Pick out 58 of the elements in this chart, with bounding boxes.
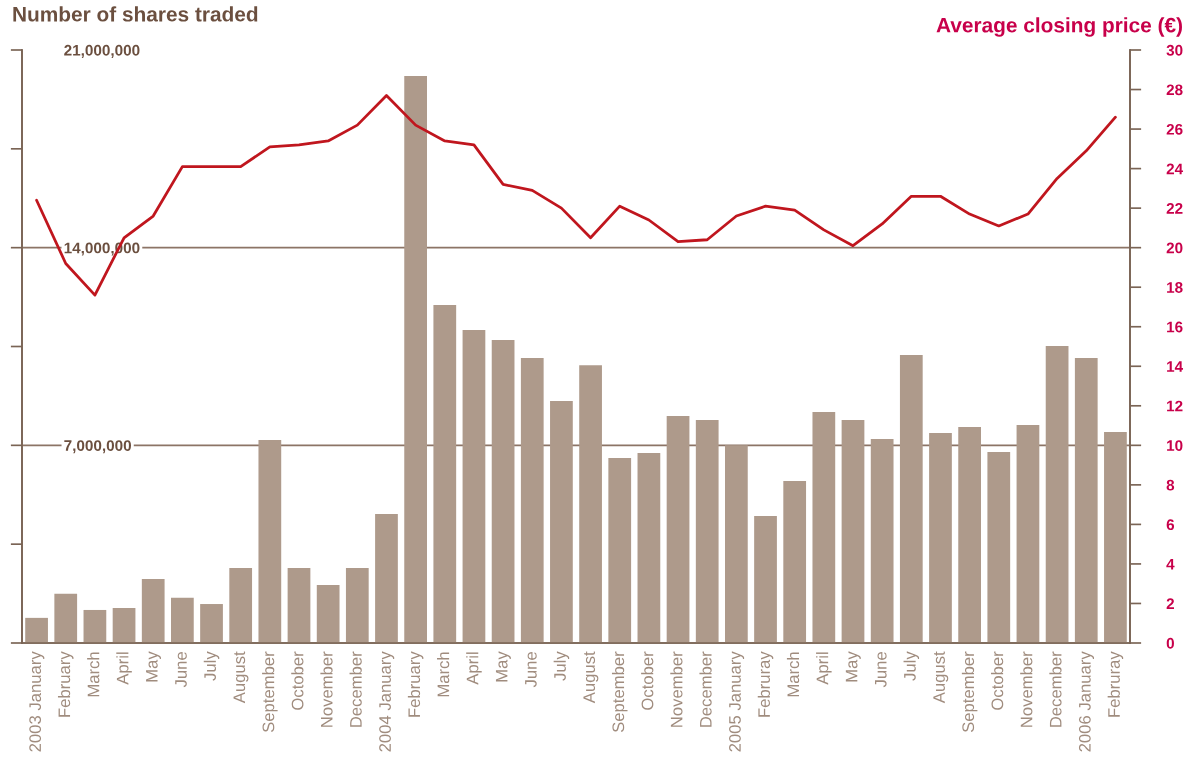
x-tick-label: September	[611, 651, 628, 733]
x-tick-label: August	[583, 651, 599, 704]
x-tick-label: Februray	[757, 651, 774, 717]
y2-tick-label: 0	[1166, 637, 1174, 649]
x-tick-label: August	[933, 651, 949, 704]
x-tick-label: November	[320, 651, 333, 727]
y2-axis-title: Average closing price (€)	[936, 17, 1182, 37]
x-tick-label: February	[407, 651, 424, 717]
x-tick-label: December	[699, 651, 712, 727]
y2-tick-label: 16	[1167, 321, 1183, 333]
x-tick-label: 2003 January	[29, 651, 45, 752]
x-tick-label: July	[203, 651, 220, 681]
x-tick-label: March	[87, 652, 100, 697]
x-tick-label: June	[525, 652, 537, 688]
x-tick-label: April	[816, 652, 832, 685]
x-tick-label: July	[553, 651, 570, 681]
x-tick-label: June	[175, 652, 187, 688]
x-tick-label: May	[146, 651, 161, 682]
y2-tick-label: 14	[1167, 361, 1184, 372]
x-tick-label: November	[1020, 651, 1033, 727]
y2-tick-label: 28	[1166, 84, 1183, 96]
x-tick-label: May	[495, 651, 511, 682]
x-tick-label: September	[961, 651, 978, 733]
y2-tick-label: 8	[1166, 479, 1175, 491]
y2-tick-label: 18	[1167, 282, 1183, 293]
y2-tick-label: 24	[1166, 163, 1184, 175]
x-tick-label: June	[875, 652, 887, 688]
x-tick-label: October	[641, 651, 654, 710]
x-tick-label: April	[466, 652, 482, 685]
x-tick-label: September	[262, 651, 278, 733]
x-tick-label: 2004 January	[379, 651, 395, 752]
x-tick-label: March	[437, 652, 450, 697]
x-tick-label: 2005 January	[729, 651, 745, 752]
y2-tick-label: 12	[1167, 400, 1183, 412]
y2-tick-label: 10	[1167, 440, 1183, 452]
y2-tick-label: 20	[1166, 242, 1183, 254]
x-tick-label: February	[57, 651, 74, 717]
y2-tick-label: 22	[1166, 203, 1183, 214]
y2-tick-label: 6	[1166, 519, 1175, 531]
y-tick-label: 21,000,000	[64, 44, 140, 58]
y2-tick-label: 26	[1166, 123, 1183, 135]
y2-tick-label: 2	[1166, 598, 1174, 609]
x-tick-label: December	[1049, 651, 1062, 727]
y-axis-title: Number of shares traded	[13, 6, 258, 22]
x-tick-label: July	[903, 651, 920, 681]
x-tick-label: April	[116, 652, 132, 685]
x-tick-label: May	[845, 651, 861, 682]
y-tick-label: 7,000,000	[64, 440, 132, 454]
x-tick-label: March	[786, 652, 800, 697]
x-tick-label: December	[349, 651, 362, 727]
x-tick-label: 2006 January	[1078, 651, 1095, 752]
x-tick-label: October	[291, 651, 304, 710]
x-tick-label: August	[233, 651, 249, 704]
x-tick-label: November	[670, 651, 683, 727]
y2-tick-label: 4	[1166, 558, 1175, 570]
x-tick-label: October	[991, 651, 1004, 710]
x-tick-label: Februray	[1107, 651, 1124, 717]
y2-tick-label: 30	[1166, 44, 1183, 56]
